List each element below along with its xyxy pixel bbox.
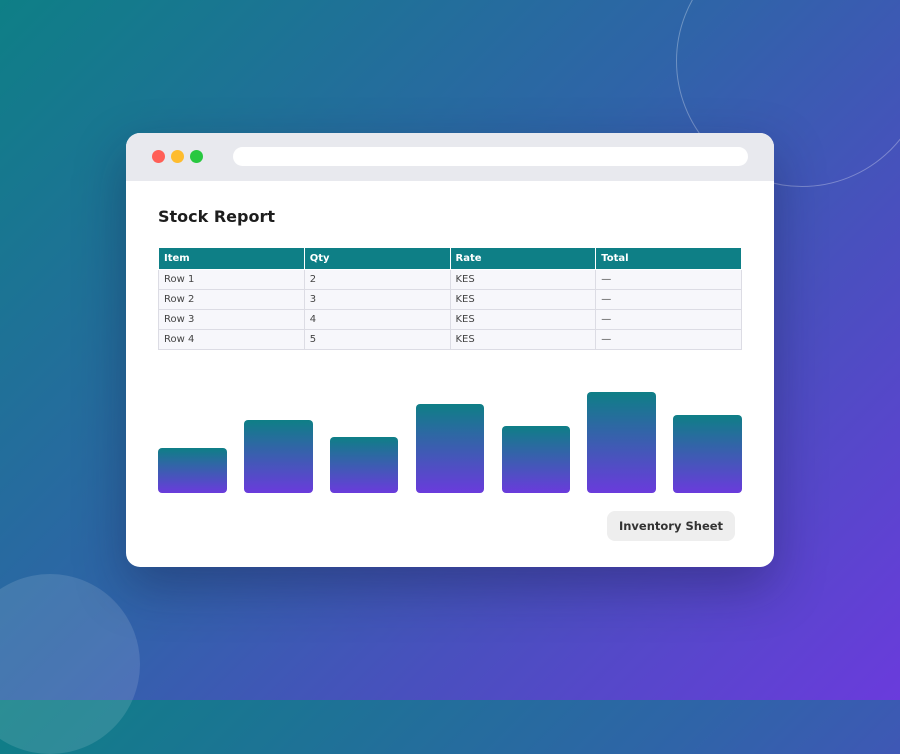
decor-bar xyxy=(587,392,656,493)
decor-bar xyxy=(330,437,398,493)
table-cell: KES xyxy=(449,329,597,350)
table-cell: 5 xyxy=(303,329,451,350)
table-cell: KES xyxy=(449,289,597,310)
table-cell: 3 xyxy=(303,289,451,310)
bar-graphic xyxy=(158,392,742,493)
decor-bar xyxy=(244,420,313,493)
browser-window: Stock Report Item Qty Rate Total Row 1 2 KES —… xyxy=(126,133,774,567)
table-cell: — xyxy=(595,329,742,350)
table-cell: Row 4 xyxy=(158,329,305,350)
table-cell: — xyxy=(595,269,742,290)
decor-bar xyxy=(673,415,742,493)
decor-bar xyxy=(502,426,570,493)
table-cell: Row 3 xyxy=(158,309,305,330)
table-body: Row 1 2 KES — Row 2 3 KES — Row 3 4 KES — Row 4 5 KES — xyxy=(158,269,742,350)
stock-table: Item Qty Rate Total Row 1 2 KES — Row 2 3 KES — Row… xyxy=(158,247,742,350)
table-cell: — xyxy=(595,309,742,330)
table-cell: — xyxy=(595,289,742,310)
minimize-dot[interactable] xyxy=(171,150,184,163)
column-header: Rate xyxy=(449,247,597,270)
decor-bar xyxy=(158,448,227,493)
inventory-button[interactable]: Inventory Sheet xyxy=(607,511,735,541)
maximize-dot[interactable] xyxy=(190,150,203,163)
decor-circle xyxy=(0,574,140,754)
decor-bar xyxy=(416,404,484,493)
table-row: Row 3 4 KES — xyxy=(158,309,742,330)
table-cell: Row 1 xyxy=(158,269,305,290)
close-dot[interactable] xyxy=(152,150,165,163)
header-row: Item Qty Rate Total xyxy=(158,247,742,270)
table-row: Row 4 5 KES — xyxy=(158,329,742,350)
table-cell: KES xyxy=(449,269,597,290)
report-title: Stock Report xyxy=(158,207,276,226)
title-bar xyxy=(126,133,774,181)
table-cell: 2 xyxy=(303,269,451,290)
column-header: Total xyxy=(595,247,742,270)
page: Stock Report Item Qty Rate Total Row 1 2 KES —… xyxy=(0,0,900,700)
column-header: Qty xyxy=(303,247,451,270)
table-row: Row 2 3 KES — xyxy=(158,289,742,310)
table-cell: Row 2 xyxy=(158,289,305,310)
table-cell: KES xyxy=(449,309,597,330)
column-header: Item xyxy=(158,247,305,270)
table-row: Row 1 2 KES — xyxy=(158,269,742,290)
address-bar[interactable] xyxy=(233,147,748,166)
table-cell: 4 xyxy=(303,309,451,330)
